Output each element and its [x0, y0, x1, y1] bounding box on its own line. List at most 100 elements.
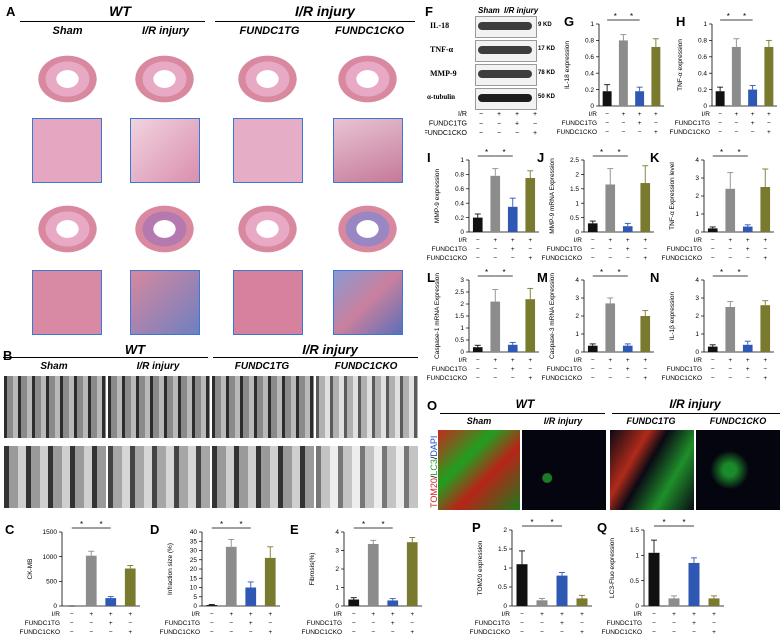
col-ir-o: I/R injury	[543, 416, 583, 426]
sign-ir: +	[528, 357, 532, 364]
sign-cko: −	[511, 375, 515, 382]
tom20-label: TOM20	[429, 478, 439, 508]
he-section-sham	[25, 45, 110, 113]
bar-cko	[640, 183, 651, 232]
sig-star: *	[614, 12, 617, 21]
row-label-tg: FUNDC1TG	[547, 246, 582, 253]
masson-zoom-cko	[333, 270, 403, 335]
slash: /	[429, 475, 439, 479]
wb-size-mmp9: 78 KD	[538, 70, 556, 76]
sign-cko: −	[497, 130, 501, 137]
bar-ir	[605, 184, 616, 232]
sign-ir: +	[626, 357, 630, 364]
wb-band	[478, 94, 532, 102]
y-tick-label: 2	[575, 313, 579, 320]
he-section-ir	[122, 45, 207, 113]
y-tick-label: 0	[575, 349, 579, 356]
y-tick-label: 0.6	[455, 186, 464, 193]
row-label-cko: FUNDC1CKO	[557, 129, 597, 136]
sign-cko: +	[580, 629, 584, 636]
y-tick-label: 0	[703, 103, 707, 110]
y-axis-label: IL-1β expression	[669, 292, 676, 341]
y-tick-label: 0.4	[455, 200, 464, 207]
sign-tg: −	[497, 121, 501, 128]
tem-low-ir	[108, 376, 210, 438]
sign-ir: +	[638, 111, 642, 118]
sign-tg: −	[540, 620, 544, 627]
sign-ir: +	[643, 237, 647, 244]
y-tick-label: 2	[335, 566, 339, 573]
sign-tg: −	[652, 620, 656, 627]
sign-ir: +	[371, 611, 375, 618]
sign-tg: −	[476, 246, 480, 253]
y-tick-label: 0.2	[698, 87, 707, 94]
sign-cko: −	[210, 629, 214, 636]
sign-ir: −	[352, 611, 356, 618]
y-tick-label: 30	[190, 548, 198, 555]
sign-ir: −	[605, 111, 609, 118]
chart-e: 0 1 2 3 4 Fibrosis(%) * * I/R − + + + FUNDC1TG − − + − FUN…	[302, 520, 422, 636]
y-tick-label: 20	[190, 566, 198, 573]
y-tick-label: 4	[695, 277, 699, 284]
chart-c: 0 500 1000 1500 CK-MB * * I/R − + + + FUNDC1TG − − + − FU…	[20, 520, 140, 636]
sign-ir: +	[621, 111, 625, 118]
sign-tg: −	[89, 620, 93, 627]
y-tick-label: 1	[695, 331, 699, 338]
sign-cko: −	[751, 129, 755, 136]
bar-ir	[605, 303, 616, 352]
sign-tg: +	[692, 620, 696, 627]
y-tick-label: 0	[460, 349, 464, 356]
chart-j: 0 0.5 1 1.5 2 2.5 MMP-9 mRNA Expression * * I/R − +…	[542, 148, 654, 262]
sign-ir: +	[511, 237, 515, 244]
bar-tg	[635, 91, 645, 106]
sign-ir: +	[540, 611, 544, 618]
bar-sham	[707, 228, 718, 232]
sign-cko: +	[410, 629, 414, 636]
wb-protein-tubulin: α-tubulin	[427, 93, 456, 101]
y-tick-label: 0	[635, 603, 639, 610]
sign-ir: +	[626, 237, 630, 244]
bar-cko	[764, 46, 774, 106]
bar-sham	[516, 564, 528, 606]
sign-ir: −	[591, 357, 595, 364]
row-label-ir: I/R	[334, 611, 343, 618]
sign-cko: −	[229, 629, 233, 636]
row-label-cko: FUNDC1CKO	[425, 130, 468, 137]
row-label-tg: FUNDC1TG	[432, 246, 467, 253]
panel-label-i: I	[427, 150, 431, 165]
panel-label-l: L	[427, 270, 435, 285]
sign-cko: −	[493, 255, 497, 262]
sig-star: *	[530, 518, 533, 527]
row-label-cko: FUNDC1CKO	[542, 255, 582, 262]
row-label-cko: FUNDC1CKO	[470, 629, 510, 636]
sig-star: *	[662, 518, 665, 527]
sign-cko: −	[746, 375, 750, 382]
sign-tg: −	[70, 620, 74, 627]
sign-ir: +	[712, 611, 716, 618]
row-label-ir: I/R	[458, 111, 467, 118]
chart-i: 0 0.2 0.4 0.6 0.8 1 MMP-9 expression * * I/R − + + + F…	[427, 148, 539, 262]
y-axis-label: Fibrosis(%)	[309, 553, 316, 586]
sign-tg: −	[608, 246, 612, 253]
sign-tg: −	[621, 120, 625, 127]
wb-size-il18: 9 KD	[538, 22, 552, 28]
bar-cko	[525, 299, 536, 352]
row-label-tg: FUNDC1TG	[165, 620, 200, 627]
y-axis-label: TOM20 expression	[477, 540, 484, 595]
sign-cko: +	[268, 629, 272, 636]
y-tick-label: 0	[460, 229, 464, 236]
y-tick-label: 0.4	[698, 70, 707, 77]
sign-cko: −	[626, 375, 630, 382]
bar-sham	[587, 223, 598, 232]
panel-label-m: M	[537, 270, 548, 285]
y-tick-label: 35	[190, 538, 198, 545]
y-tick-label: 0.5	[498, 584, 507, 591]
y-tick-label: 1	[575, 331, 579, 338]
row-label-tg: FUNDC1TG	[429, 121, 467, 128]
divider-o	[440, 413, 605, 414]
sign-cko: −	[638, 129, 642, 136]
row-label-cko: FUNDC1CKO	[20, 629, 60, 636]
sign-tg: +	[746, 246, 750, 253]
y-tick-label: 2	[575, 172, 579, 179]
